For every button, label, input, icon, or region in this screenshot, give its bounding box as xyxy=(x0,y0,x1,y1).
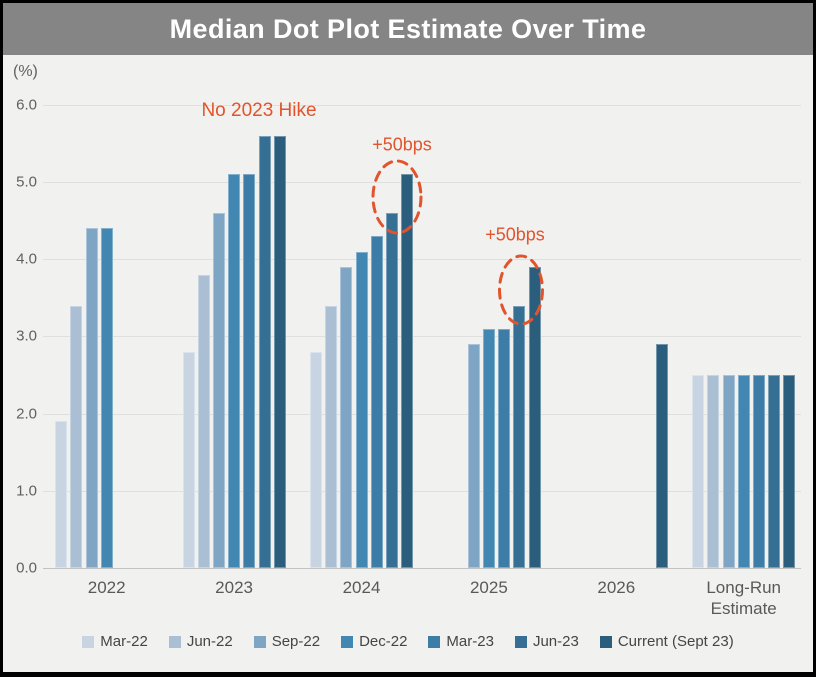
y-tick-label-1.0: 1.0 xyxy=(16,482,37,500)
legend-label-sep-22: Sep-22 xyxy=(271,633,321,650)
bar-sep-22-2023 xyxy=(212,213,225,568)
bar-dec-22-2022 xyxy=(100,228,113,568)
legend-swatch-mar-22 xyxy=(82,635,95,648)
gridline-6.0 xyxy=(43,104,801,106)
y-tick-label-4.0: 4.0 xyxy=(16,250,37,268)
legend-label-jun-22: Jun-22 xyxy=(186,633,233,650)
x-label-long-run-estimate: Long-Run Estimate xyxy=(706,578,782,619)
y-axis-unit-label: (%) xyxy=(13,63,38,80)
legend-swatch-jun-22 xyxy=(168,635,181,648)
annotation-no-2023-hike: No 2023 Hike xyxy=(201,100,317,121)
y-tick-label-0.0: 0.0 xyxy=(16,559,37,577)
bar-current-sept-23-long-run-estimate xyxy=(783,375,796,568)
bar-dec-22-long-run-estimate xyxy=(737,375,750,568)
bar-jun-23-long-run-estimate xyxy=(768,375,781,568)
bar-jun-23-2024 xyxy=(385,213,398,568)
legend-swatch-mar-23 xyxy=(428,635,441,648)
gridline-2.0 xyxy=(43,413,801,415)
bar-current-sept-23-2023 xyxy=(273,135,286,568)
bar-mar-22-long-run-estimate xyxy=(692,375,705,568)
y-tick-label-5.0: 5.0 xyxy=(16,173,37,191)
dashed-ellipse-2025-shape xyxy=(498,254,544,326)
bar-mar-23-2023 xyxy=(243,174,256,568)
legend-item-mar-23: Mar-23 xyxy=(428,633,494,650)
bar-current-sept-23-2026 xyxy=(655,344,668,568)
legend-swatch-current-sept-23 xyxy=(599,635,612,648)
bar-sep-22-2022 xyxy=(85,228,98,568)
gridline-0.0 xyxy=(43,568,801,569)
legend-label-mar-22: Mar-22 xyxy=(100,633,148,650)
bar-mar-23-2024 xyxy=(370,236,383,568)
title-bar: Median Dot Plot Estimate Over Time xyxy=(3,3,813,55)
bar-mar-23-2025 xyxy=(498,328,511,568)
x-label-2022: 2022 xyxy=(87,578,126,597)
bar-dec-22-2025 xyxy=(482,328,495,568)
bar-current-sept-23-2025 xyxy=(528,267,541,568)
legend-label-jun-23: Jun-23 xyxy=(532,633,579,650)
legend: Mar-22 Jun-22 Sep-22 Dec-22 Mar-23 Jun-23 Curr… xyxy=(3,633,813,650)
legend-item-dec-22: Dec-22 xyxy=(341,633,407,650)
dashed-ellipse-2025 xyxy=(498,254,544,326)
legend-label-dec-22: Dec-22 xyxy=(359,633,408,650)
legend-item-jun-23: Jun-23 xyxy=(514,633,579,650)
legend-swatch-jun-23 xyxy=(514,635,527,648)
bar-jun-22-long-run-estimate xyxy=(707,375,720,568)
legend-label-mar-23: Mar-23 xyxy=(446,633,494,650)
legend-swatch-dec-22 xyxy=(341,635,354,648)
annotation-plus-50bps-2025: +50bps xyxy=(485,224,545,245)
gridline-1.0 xyxy=(43,490,801,492)
dashed-ellipse-2024 xyxy=(371,159,423,235)
plot-area: (%) 6.0 5.0 4.0 3.0 2.0 1.0 0.0 2022 2023 2024 20… xyxy=(3,55,813,672)
bar-mar-22-2024 xyxy=(309,351,322,568)
x-label-2023: 2023 xyxy=(215,578,253,597)
legend-label-current-sept-23: Current (Sept 23) xyxy=(617,633,734,650)
bar-dec-22-2024 xyxy=(355,251,368,568)
bar-current-sept-23-2024 xyxy=(401,174,414,568)
x-label-2024: 2024 xyxy=(342,578,381,597)
y-tick-label-6.0: 6.0 xyxy=(16,96,37,114)
bar-jun-23-2023 xyxy=(258,135,271,568)
chart-title: Median Dot Plot Estimate Over Time xyxy=(169,13,647,44)
legend-item-sep-22: Sep-22 xyxy=(253,633,321,650)
dashed-ellipse-2024-shape xyxy=(371,159,423,235)
bar-sep-22-2024 xyxy=(340,267,353,568)
bar-sep-22-2025 xyxy=(467,344,480,568)
bar-mar-22-2023 xyxy=(182,351,195,568)
bar-dec-22-2023 xyxy=(228,174,241,568)
legend-item-current-sept-23: Current (Sept 23) xyxy=(599,633,734,650)
bar-sep-22-long-run-estimate xyxy=(722,375,735,568)
bar-jun-22-2022 xyxy=(70,305,83,568)
x-label-2025: 2025 xyxy=(469,578,508,597)
gridline-3.0 xyxy=(43,336,801,338)
x-label-2026: 2026 xyxy=(597,578,636,597)
y-tick-label-2.0: 2.0 xyxy=(16,405,37,423)
bar-mar-23-long-run-estimate xyxy=(752,375,765,568)
legend-item-jun-22: Jun-22 xyxy=(168,633,233,650)
annotation-plus-50bps-2024: +50bps xyxy=(372,134,432,155)
gridline-4.0 xyxy=(43,259,801,261)
bar-jun-23-2025 xyxy=(513,305,526,568)
bar-mar-22-2022 xyxy=(55,421,68,568)
legend-item-mar-22: Mar-22 xyxy=(82,633,148,650)
gridline-5.0 xyxy=(43,182,801,184)
y-tick-label-3.0: 3.0 xyxy=(16,327,37,345)
legend-swatch-sep-22 xyxy=(253,635,266,648)
bar-jun-22-2024 xyxy=(325,305,338,568)
bar-jun-22-2023 xyxy=(197,274,210,568)
